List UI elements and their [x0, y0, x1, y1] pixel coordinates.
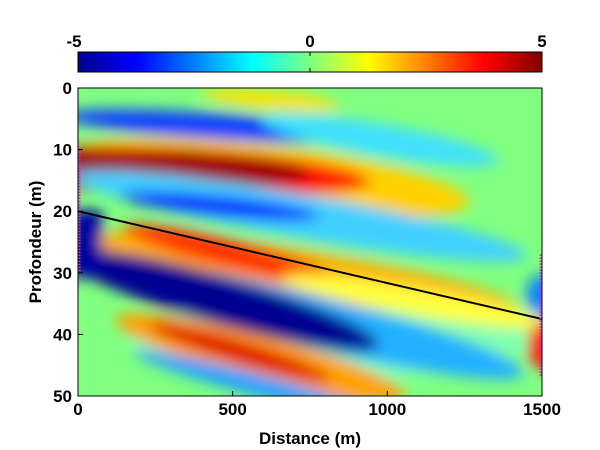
- wave-band-darkblue-source: [78, 210, 102, 278]
- colorbar: -5 0 5: [66, 32, 547, 73]
- wave-band-blue-mid: [120, 191, 320, 221]
- plot-area: [77, 87, 543, 397]
- x-tick-label: 1000: [368, 400, 406, 419]
- y-tick-label: 50: [53, 387, 72, 406]
- wave-band-blue-bottom: [134, 350, 386, 396]
- wave-band-blue-upper: [78, 109, 360, 143]
- colorbar-tick-mid: 0: [305, 32, 314, 51]
- plot-frame: [77, 87, 543, 397]
- wave-band-red-lower: [123, 224, 337, 284]
- right-edge-red-signal: [528, 322, 542, 370]
- x-tick-label: 0: [73, 400, 82, 419]
- right-edge-blue-signal: [526, 274, 542, 318]
- y-axis-label: Profondeur (m): [26, 181, 45, 304]
- x-axis-ticks: 0 500 1000 1500: [73, 391, 561, 419]
- wave-band-darkblue-deep: [78, 249, 379, 351]
- wave-band-cyan-upper: [261, 113, 499, 167]
- y-tick-label: 40: [53, 325, 72, 344]
- wavefield: [78, 89, 542, 396]
- y-tick-label: 10: [53, 141, 72, 160]
- x-axis-label: Distance (m): [259, 429, 361, 448]
- interface-line: [78, 210, 542, 320]
- y-tick-label: 0: [63, 79, 72, 98]
- wave-band-yellow-lower: [282, 274, 542, 330]
- x-tick-label: 500: [218, 400, 246, 419]
- y-tick-label: 30: [53, 264, 72, 283]
- y-tick-label: 20: [53, 202, 72, 221]
- x-tick-label: 1500: [523, 400, 561, 419]
- y-axis-ticks: 0 10 20 30 40 50: [53, 79, 83, 406]
- wave-band-red-bottom: [149, 322, 331, 382]
- colorbar-tick-min: -5: [66, 32, 81, 51]
- colorbar-tick-max: 5: [537, 32, 546, 51]
- wave-band-yellow-top: [200, 89, 340, 111]
